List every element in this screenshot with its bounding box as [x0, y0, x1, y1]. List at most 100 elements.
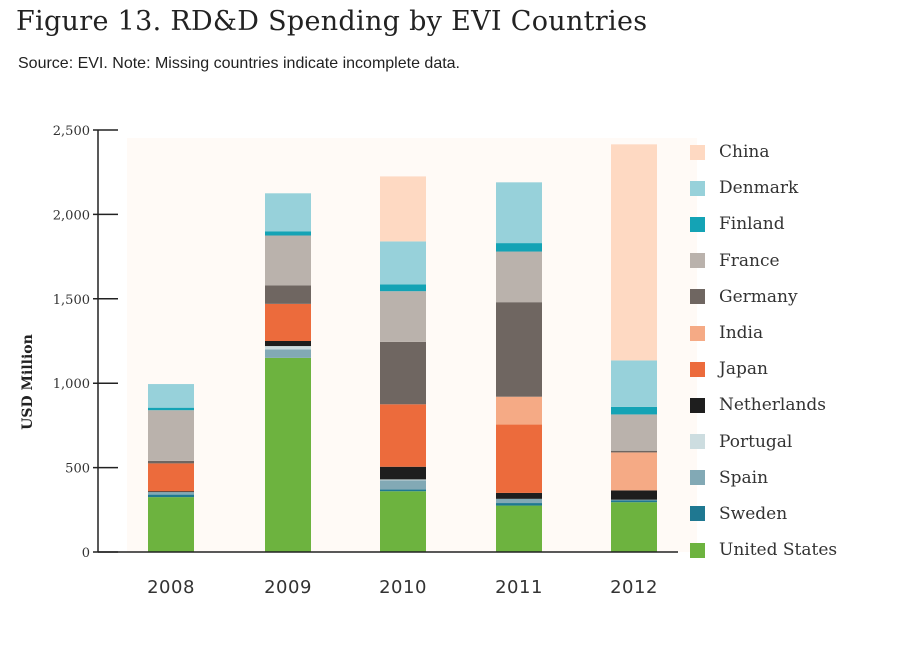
- legend-swatch: [690, 542, 705, 558]
- bar-segment: [380, 491, 426, 552]
- bar-segment: [496, 492, 542, 499]
- bar-segment: [380, 341, 426, 405]
- bar-segment: [611, 500, 657, 503]
- bar-segment: [380, 241, 426, 285]
- legend-swatch: [690, 289, 705, 305]
- bar-segment: [148, 497, 194, 552]
- bar-segment: [265, 349, 311, 358]
- bar-segment: [496, 251, 542, 303]
- legend-item: Portugal: [690, 424, 837, 460]
- legend-label: France: [719, 250, 780, 271]
- bar-segment: [611, 414, 657, 451]
- legend-swatch: [690, 361, 705, 377]
- legend-item: Finland: [690, 206, 837, 242]
- legend-swatch: [690, 180, 705, 196]
- bar-segment: [380, 489, 426, 492]
- legend-item: Japan: [690, 351, 837, 387]
- bar-segment: [265, 193, 311, 232]
- legend-label: Denmark: [719, 178, 799, 199]
- bar-segment: [265, 285, 311, 304]
- legend: China Denmark Finland France Germany India Jap…: [690, 134, 837, 568]
- legend-swatch: [690, 397, 705, 413]
- legend-item: Spain: [690, 460, 837, 496]
- legend-label: Germany: [719, 286, 798, 307]
- legend-item: Netherlands: [690, 387, 837, 423]
- legend-swatch: [690, 434, 705, 450]
- bar-segment: [380, 284, 426, 292]
- x-tick-label: 2009: [264, 577, 312, 598]
- bar-segment: [611, 452, 657, 491]
- legend-swatch: [690, 325, 705, 341]
- x-tick-label: 2011: [495, 577, 543, 598]
- legend-label: Netherlands: [719, 395, 827, 416]
- legend-label: Spain: [719, 467, 769, 488]
- legend-label: Portugal: [719, 431, 793, 452]
- bar-segment: [496, 396, 542, 425]
- bar-segment: [611, 360, 657, 407]
- bar-segment: [611, 490, 657, 500]
- bar-segment: [380, 404, 426, 467]
- bar-segment: [148, 407, 194, 411]
- legend-item: United States: [690, 532, 837, 568]
- bar-segment: [496, 424, 542, 493]
- legend-label: China: [719, 142, 770, 163]
- bar-segment: [611, 502, 657, 552]
- bar-segment: [148, 384, 194, 408]
- bar-segment: [380, 466, 426, 480]
- bar-segment: [265, 346, 311, 350]
- bars-group: [148, 144, 657, 552]
- y-tick-label: 0: [82, 546, 90, 561]
- bar-segment: [380, 480, 426, 490]
- legend-swatch: [690, 144, 705, 160]
- axes-group: 0 500 1,000 1,500 2,000 2,500 2008 2009 2010 2011…: [53, 124, 678, 598]
- legend-item: Sweden: [690, 496, 837, 532]
- legend-label: United States: [719, 540, 838, 561]
- bar-segment: [265, 303, 311, 341]
- bar-segment: [496, 182, 542, 244]
- y-tick-label: 2,000: [53, 208, 90, 223]
- legend-swatch: [690, 253, 705, 269]
- legend-item: Denmark: [690, 170, 837, 206]
- y-tick-label: 1,000: [53, 377, 90, 392]
- legend-item: France: [690, 243, 837, 279]
- bar-segment: [496, 505, 542, 552]
- bar-segment: [380, 291, 426, 342]
- legend-swatch: [690, 470, 705, 486]
- bar-segment: [611, 499, 657, 501]
- y-tick-label: 500: [65, 462, 90, 477]
- legend-label: Finland: [719, 214, 785, 235]
- bar-segment: [496, 243, 542, 252]
- bar-segment: [148, 491, 194, 493]
- y-tick-label: 1,500: [53, 293, 90, 308]
- bar-segment: [611, 406, 657, 415]
- legend-item: China: [690, 134, 837, 170]
- legend-swatch: [690, 216, 705, 232]
- bar-segment: [496, 503, 542, 506]
- legend-item: Germany: [690, 279, 837, 315]
- bar-segment: [265, 231, 311, 236]
- x-tick-label: 2012: [610, 577, 658, 598]
- bar-segment: [148, 492, 194, 495]
- bar-segment: [496, 498, 542, 504]
- legend-swatch: [690, 506, 705, 522]
- y-axis-title: USD Million: [20, 334, 36, 430]
- bar-segment: [265, 341, 311, 347]
- bar-segment: [148, 460, 194, 464]
- bar-segment: [265, 357, 311, 552]
- legend-label: Japan: [719, 359, 768, 380]
- x-tick-label: 2010: [379, 577, 427, 598]
- legend-label: India: [719, 323, 764, 344]
- legend-item: India: [690, 315, 837, 351]
- bar-segment: [496, 302, 542, 397]
- bar-segment: [380, 176, 426, 242]
- bar-segment: [148, 463, 194, 492]
- chart-subtitle: Source: EVI. Note: Missing countries ind…: [18, 55, 460, 72]
- bar-segment: [148, 494, 194, 498]
- x-tick-label: 2008: [147, 577, 195, 598]
- bar-segment: [265, 235, 311, 286]
- chart-title: Figure 13. RD&D Spending by EVI Countrie…: [16, 6, 648, 37]
- y-tick-label: 2,500: [53, 124, 90, 139]
- bar-segment: [611, 450, 657, 453]
- legend-label: Sweden: [719, 503, 788, 524]
